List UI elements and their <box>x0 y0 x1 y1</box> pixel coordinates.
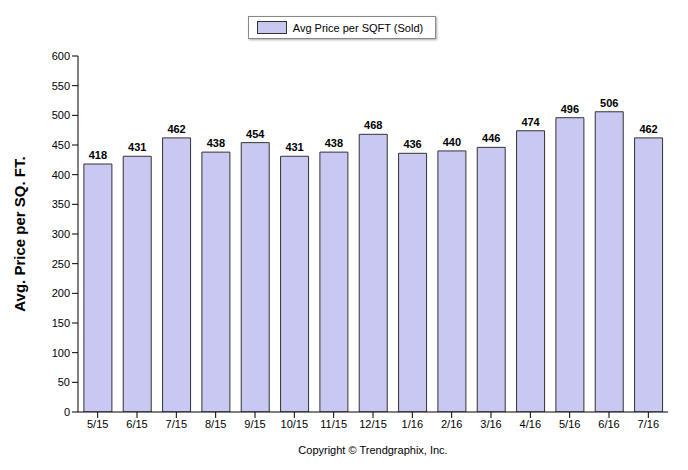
svg-text:446: 446 <box>482 132 500 144</box>
svg-text:438: 438 <box>207 137 225 149</box>
svg-text:462: 462 <box>167 123 185 135</box>
svg-text:5/16: 5/16 <box>559 418 580 430</box>
svg-text:3/16: 3/16 <box>480 418 501 430</box>
svg-text:9/15: 9/15 <box>244 418 265 430</box>
svg-text:496: 496 <box>561 103 579 115</box>
html-text:Avg Price per SQFT (Sold): Avg Price per SQFT (Sold) <box>292 21 424 34</box>
svg-text:300: 300 <box>52 228 70 240</box>
svg-text:462: 462 <box>639 123 657 135</box>
svg-text:431: 431 <box>285 141 303 153</box>
svg-text:468: 468 <box>364 119 382 131</box>
svg-text:436: 436 <box>403 138 421 150</box>
svg-text:11/15: 11/15 <box>320 418 347 430</box>
svg-text:550: 550 <box>52 80 70 92</box>
svg-text:6/16: 6/16 <box>598 418 619 430</box>
svg-text:50: 50 <box>58 376 70 388</box>
svg-text:400: 400 <box>52 169 70 181</box>
svg-text:474: 474 <box>521 116 540 128</box>
svg-text:4/16: 4/16 <box>520 418 541 430</box>
svg-text:150: 150 <box>52 317 70 329</box>
svg-text:6/15: 6/15 <box>126 418 147 430</box>
svg-text:10/15: 10/15 <box>281 418 309 430</box>
svg-text:500: 500 <box>52 109 70 121</box>
svg-text:350: 350 <box>52 198 70 210</box>
svg-text:200: 200 <box>52 287 70 299</box>
svg-text:8/15: 8/15 <box>205 418 226 430</box>
svg-text:431: 431 <box>128 141 146 153</box>
svg-text:250: 250 <box>52 258 70 270</box>
svg-text:7/15: 7/15 <box>166 418 187 430</box>
svg-text:Avg. Price per SQ. FT.: Avg. Price per SQ. FT. <box>11 156 28 311</box>
svg-text:450: 450 <box>52 139 70 151</box>
svg-text:440: 440 <box>443 136 461 148</box>
svg-text:100: 100 <box>52 347 70 359</box>
svg-text:438: 438 <box>325 137 343 149</box>
svg-text:1/16: 1/16 <box>402 418 423 430</box>
svg-text:418: 418 <box>89 149 107 161</box>
svg-text:Copyright © Trendgraphix, Inc.: Copyright © Trendgraphix, Inc. <box>298 444 447 456</box>
svg-text:0: 0 <box>64 406 70 418</box>
svg-text:506: 506 <box>600 97 618 109</box>
svg-text:7/16: 7/16 <box>638 418 659 430</box>
svg-text:454: 454 <box>246 128 265 140</box>
svg-text:12/15: 12/15 <box>359 418 387 430</box>
svg-text:600: 600 <box>52 50 70 62</box>
svg-text:2/16: 2/16 <box>441 418 462 430</box>
svg-text:5/15: 5/15 <box>87 418 108 430</box>
